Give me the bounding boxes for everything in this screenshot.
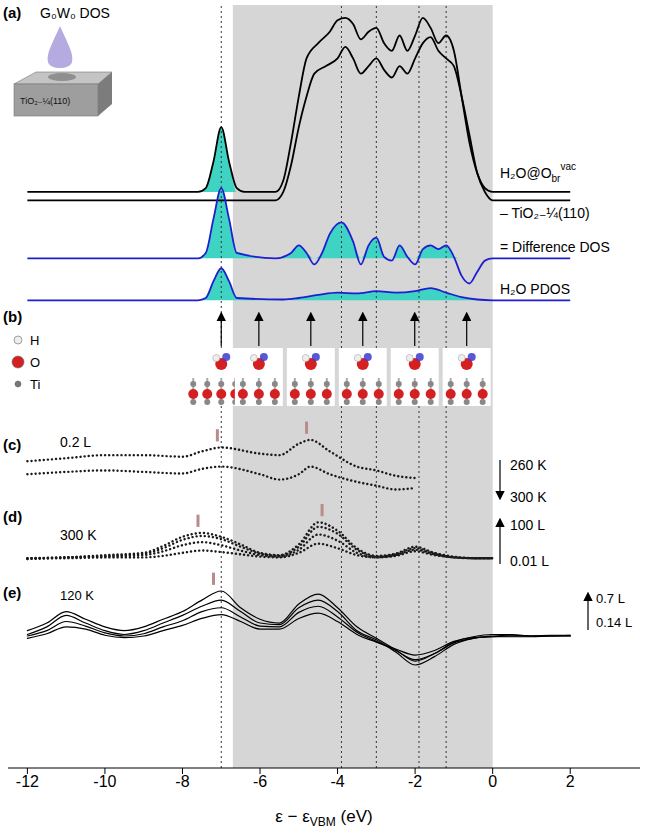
svg-text:(c): (c) [3,436,21,453]
svg-text:0.01 L: 0.01 L [510,553,549,569]
svg-text:H₂O PDOS: H₂O PDOS [500,281,570,297]
svg-text:300 K: 300 K [510,489,547,505]
svg-text:-4: -4 [330,773,344,790]
svg-text:0.7 L: 0.7 L [596,591,625,606]
svg-text:O: O [30,355,40,370]
svg-text:300 K: 300 K [60,527,97,543]
svg-text:(a): (a) [3,4,21,21]
svg-text:(e): (e) [3,584,21,601]
svg-text:(b): (b) [3,308,22,325]
svg-text:(d): (d) [3,508,22,525]
svg-text:-10: -10 [93,773,116,790]
svg-text:H: H [30,333,39,348]
svg-text:260 K: 260 K [510,457,547,473]
svg-text:H₂O@Obrvac: H₂O@Obrvac [500,161,576,184]
svg-text:2: 2 [566,773,575,790]
svg-text:120 K: 120 K [60,588,94,603]
svg-text:-12: -12 [16,773,39,790]
svg-text:0.2 L: 0.2 L [60,434,91,450]
svg-text:ε − εVBM (eV): ε − εVBM (eV) [275,807,372,829]
svg-text:-6: -6 [253,773,267,790]
svg-text:– TiO₂₋¼(110): – TiO₂₋¼(110) [500,205,590,221]
svg-text:0.14 L: 0.14 L [596,615,632,630]
svg-text:G₀W₀ DOS: G₀W₀ DOS [40,5,110,21]
svg-text:-2: -2 [408,773,422,790]
svg-text:Ti: Ti [30,377,40,392]
svg-text:100 L: 100 L [510,517,545,533]
svg-text:TiO₂₋¼(110): TiO₂₋¼(110) [20,96,70,106]
svg-text:0: 0 [488,773,497,790]
svg-text:= Difference DOS: = Difference DOS [500,239,610,255]
svg-text:-8: -8 [175,773,189,790]
